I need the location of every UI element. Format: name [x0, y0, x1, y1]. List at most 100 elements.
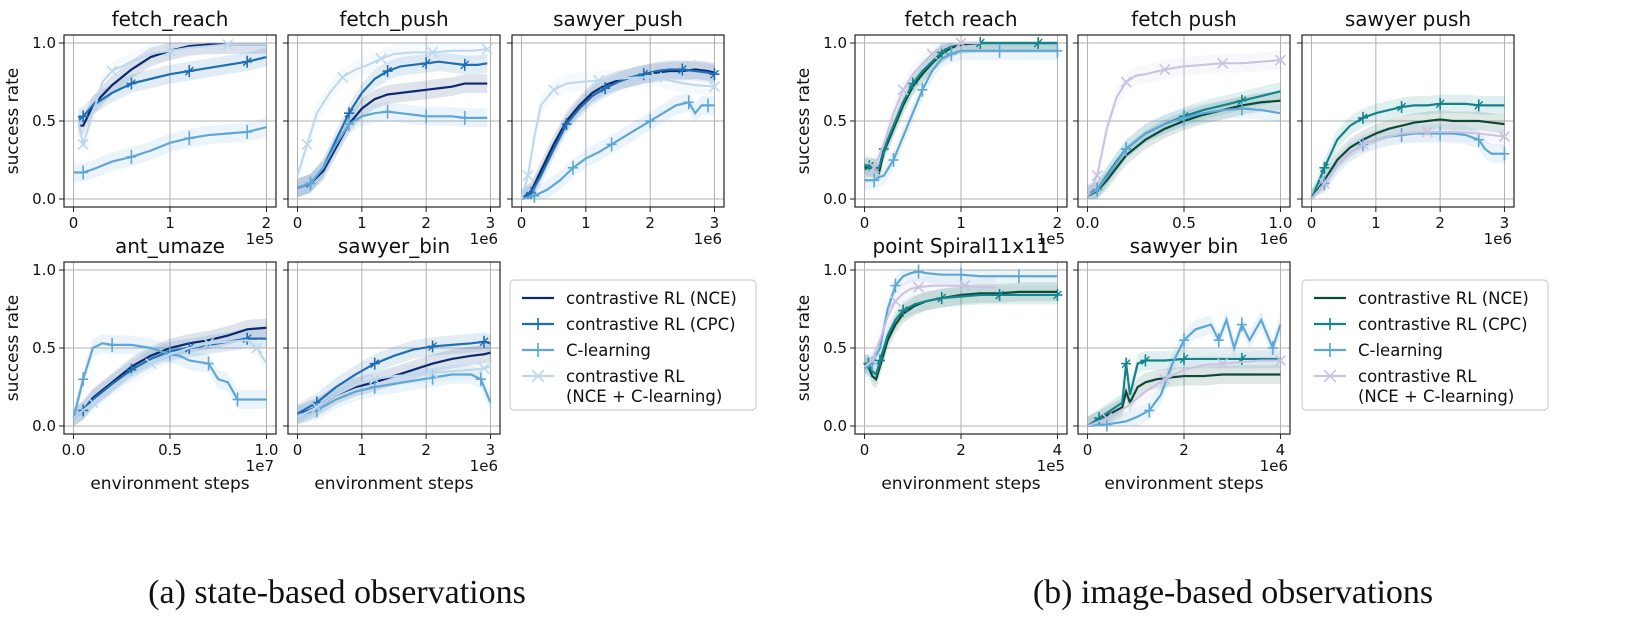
- x-tick-label: 1.0: [1269, 214, 1293, 232]
- data-point: [709, 69, 719, 79]
- data-point: [126, 79, 136, 89]
- x-tick-label: 2: [956, 441, 966, 459]
- series-band: [297, 102, 488, 198]
- data-point: [1179, 354, 1189, 364]
- data-point: [370, 359, 380, 369]
- series-band: [521, 60, 715, 199]
- data-point: [1217, 57, 1229, 69]
- series-band: [78, 47, 267, 128]
- series-line: [296, 48, 488, 176]
- y-tick-label: 0.5: [823, 112, 847, 130]
- data-point: [562, 119, 572, 129]
- series-band: [297, 357, 491, 426]
- data-point: [1274, 54, 1287, 66]
- data-point: [78, 111, 88, 121]
- x-tick-label: 0.0: [1076, 214, 1100, 232]
- data-point: [1217, 358, 1229, 370]
- series-line: [1310, 102, 1505, 200]
- data-point: [959, 280, 971, 292]
- series-line: [863, 42, 981, 177]
- data-point: [383, 66, 393, 76]
- x-axis-exponent: 1e6: [1260, 230, 1288, 248]
- x-tick-label: 0: [1307, 214, 1317, 232]
- series-band: [1087, 50, 1281, 199]
- series-band: [1087, 365, 1281, 426]
- x-axis-exponent: 1e6: [1484, 230, 1512, 248]
- data-point: [875, 355, 885, 365]
- legend-state: contrastive RL (NCE) contrastive RL (CPC)…: [509, 279, 757, 411]
- x-axis-exponent: 1e6: [694, 230, 722, 248]
- panel-title: ant_umaze: [115, 234, 225, 258]
- data-point: [1140, 355, 1150, 365]
- data-point: [651, 71, 663, 83]
- data-point: [864, 161, 874, 171]
- legend-image: contrastive RL (NCE) contrastive RL (CPC)…: [1301, 279, 1549, 411]
- x-axis-exponent: 1e5: [1037, 457, 1065, 475]
- y-tick-label: 0.0: [823, 190, 847, 208]
- series-band: [297, 365, 491, 425]
- data-point: [427, 367, 439, 379]
- legend-label: contrastive RL (CPC): [1358, 315, 1528, 334]
- series-band: [521, 60, 715, 199]
- data-point: [1033, 38, 1043, 48]
- series-band: [78, 43, 267, 154]
- panel-title: point Spiral11x11: [872, 234, 1049, 258]
- series-line: [864, 49, 1058, 182]
- data-point: [1357, 138, 1369, 150]
- data-point: [1274, 354, 1287, 367]
- data-point: [897, 84, 909, 96]
- panel-title: sawyer_bin: [338, 234, 450, 258]
- data-point: [478, 362, 490, 374]
- x-tick-label: 3: [486, 441, 496, 459]
- series-band: [1311, 110, 1505, 199]
- legend-label: contrastive RL: [1358, 367, 1477, 386]
- series-band: [73, 318, 267, 426]
- data-point: [77, 138, 89, 150]
- legend-label: C-learning: [1358, 341, 1443, 360]
- data-point: [1435, 99, 1445, 109]
- series-band: [521, 92, 715, 199]
- data-point: [1358, 113, 1368, 123]
- legend-box: [509, 279, 757, 411]
- series-line: [1087, 316, 1282, 428]
- data-point: [1094, 413, 1104, 423]
- x-tick-label: 1: [581, 214, 591, 232]
- series-line: [864, 41, 1058, 169]
- data-point: [1474, 100, 1484, 110]
- data-point: [427, 46, 439, 58]
- x-tick-label: 0: [860, 214, 870, 232]
- series-band: [864, 270, 1058, 378]
- data-point: [481, 43, 493, 55]
- legend-box: [1301, 279, 1549, 411]
- caption-image-based: (b) image-based observations: [1032, 574, 1434, 611]
- y-tick-label: 0.0: [823, 417, 847, 435]
- y-tick-label: 1.0: [32, 34, 56, 52]
- data-point: [912, 281, 925, 293]
- series-band: [864, 285, 1058, 384]
- series-line: [521, 101, 715, 201]
- series-line: [72, 339, 268, 419]
- series-band: [864, 43, 1058, 178]
- panel-title: fetch_reach: [112, 7, 229, 31]
- panel-title: sawyer bin: [1130, 234, 1239, 258]
- x-axis-exponent: 1e6: [1260, 457, 1288, 475]
- data-point: [460, 60, 470, 70]
- data-point: [479, 337, 489, 347]
- data-point: [1121, 359, 1131, 369]
- series-line: [296, 340, 491, 415]
- data-point: [868, 162, 880, 174]
- data-point: [1397, 102, 1407, 112]
- series-line: [73, 126, 267, 174]
- y-axis-label: success rate: [794, 295, 814, 401]
- series-line: [297, 110, 488, 190]
- y-tick-label: 0.0: [32, 190, 56, 208]
- x-tick-label: 2: [645, 214, 655, 232]
- data-point: [937, 47, 947, 57]
- y-axis-label: success rate: [794, 68, 814, 174]
